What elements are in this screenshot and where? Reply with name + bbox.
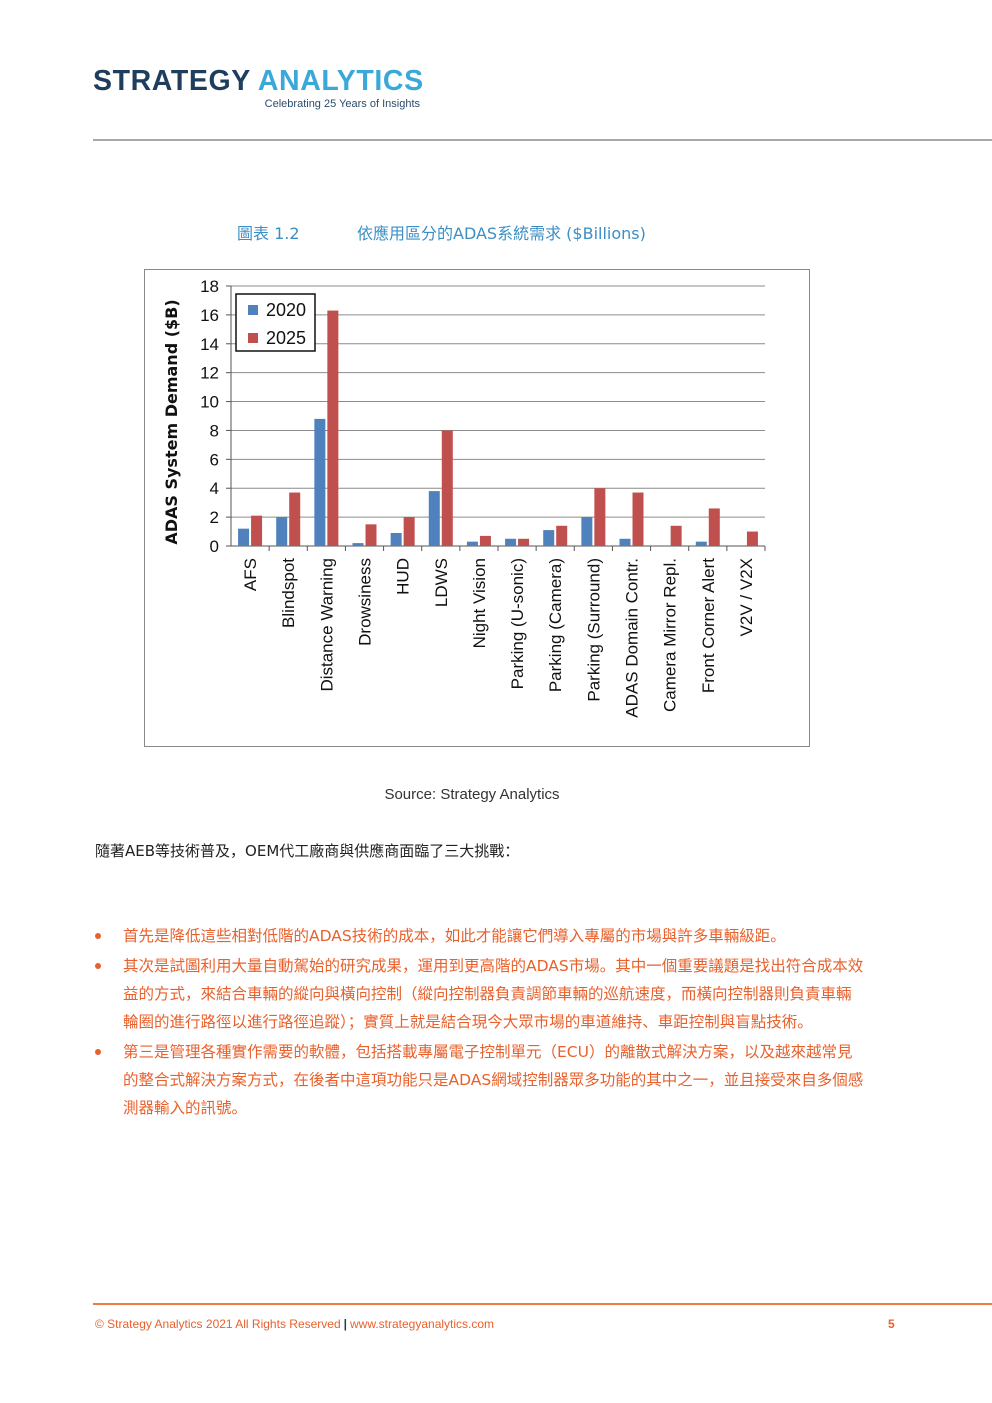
bar-2025	[518, 538, 530, 546]
bar-2020	[466, 541, 478, 546]
bar-chart: 0 2 4 6 8 10 12 14 16 18 ADAS System Demand ($B) AF…	[162, 277, 766, 718]
logo-word-analytics: ANALYTICS	[257, 65, 424, 97]
footer-separator: |	[343, 1317, 347, 1331]
bullet-icon	[95, 963, 101, 969]
legend-label: 2025	[266, 328, 306, 348]
y-tick-label: 8	[210, 421, 219, 440]
x-tick-label: Distance Warning	[317, 558, 336, 692]
x-tick-label: Parking (Camera)	[546, 558, 565, 692]
y-tick-label: 0	[210, 537, 219, 556]
bar-2020	[505, 538, 517, 546]
footer-divider	[93, 1303, 992, 1305]
x-tick-label: AFS	[241, 558, 260, 591]
figure-source: Source: Strategy Analytics	[384, 786, 560, 803]
bar-2020	[543, 530, 555, 546]
footer-credits: © Strategy Analytics 2021 All Rights Res…	[95, 1317, 494, 1331]
y-tick-label: 12	[200, 364, 219, 383]
footer-copyright: © Strategy Analytics 2021 All Rights Res…	[95, 1317, 341, 1331]
list-item: 首先是降低這些相對低階的ADAS技術的成本，如此才能讓它們導入專屬的市場與許多車…	[95, 922, 865, 950]
logo-word-strategy: STRATEGY	[93, 65, 251, 97]
x-tick-label: Night Vision	[470, 558, 489, 648]
legend-swatch	[248, 305, 258, 315]
header-divider	[93, 139, 992, 141]
x-tick-label: Camera Mirror Repl.	[661, 558, 680, 712]
bar-2025	[632, 492, 644, 546]
y-tick-label: 14	[200, 335, 219, 354]
bar-2020	[581, 517, 593, 546]
x-tick-label: ADAS Domain Contr.	[623, 558, 642, 718]
bar-2020	[695, 541, 707, 546]
bullet-icon	[95, 933, 101, 939]
bar-2025	[327, 310, 339, 546]
bar-2020	[276, 517, 288, 546]
figure-title: 依應用區分的ADAS系統需求 ($Billions)	[357, 224, 646, 243]
bar-2025	[556, 525, 568, 546]
bar-2020	[314, 418, 326, 546]
y-axis-title: ADAS System Demand ($B)	[162, 299, 181, 544]
x-tick-label: Blindspot	[279, 558, 298, 628]
x-tick-label: Drowsiness	[356, 558, 375, 646]
page-number: 5	[888, 1317, 895, 1331]
bar-2025	[251, 515, 263, 546]
bar-2025	[289, 492, 301, 546]
bar-2020	[619, 538, 631, 546]
legend-swatch	[248, 333, 258, 343]
bar-2020	[390, 533, 402, 546]
x-tick-label: LDWS	[432, 558, 451, 607]
y-tick-label: 6	[210, 450, 219, 469]
bar-2025	[365, 524, 377, 546]
legend-label: 2020	[266, 300, 306, 320]
list-item: 其次是試圖利用大量自動駕始的研究成果，運用到更高階的ADAS市場。其中一個重要議…	[95, 952, 865, 1036]
x-tick-label: Front Corner Alert	[699, 558, 718, 693]
y-tick-label: 10	[200, 393, 219, 412]
figure-caption: 圖表 1.2 依應用區分的ADAS系統需求 ($Billions)	[237, 220, 646, 244]
bar-2025	[479, 535, 491, 546]
y-tick-label: 16	[200, 306, 219, 325]
bar-2025	[403, 517, 415, 546]
y-tick-label: 2	[210, 508, 219, 527]
intro-paragraph: 隨著AEB等技術普及，OEM代工廠商與供應商面臨了三大挑戰：	[95, 842, 520, 860]
bar-2025	[746, 531, 758, 546]
list-item-text: 第三是管理各種實作需要的軟體，包括搭載專屬電子控制單元（ECU）的離散式解決方案…	[123, 1043, 864, 1117]
x-tick-label: Parking (Surround)	[584, 558, 603, 702]
bar-2025	[441, 430, 453, 546]
y-tick-label: 18	[200, 277, 219, 296]
list-item-text: 首先是降低這些相對低階的ADAS技術的成本，如此才能讓它們導入專屬的市場與許多車…	[123, 927, 786, 945]
logo-tagline: Celebrating 25 Years of Insights	[264, 98, 420, 110]
footer-url-link[interactable]: www.strategyanalytics.com	[350, 1317, 495, 1331]
bar-2025	[708, 508, 720, 546]
bar-2020	[428, 491, 440, 546]
challenge-list: 首先是降低這些相對低階的ADAS技術的成本，如此才能讓它們導入專屬的市場與許多車…	[95, 922, 865, 1124]
bar-2020	[352, 543, 364, 546]
x-tick-label: Parking (U-sonic)	[508, 558, 527, 689]
list-item-text: 其次是試圖利用大量自動駕始的研究成果，運用到更高階的ADAS市場。其中一個重要議…	[123, 957, 864, 1031]
bar-2025	[594, 488, 606, 546]
x-tick-label: HUD	[394, 558, 413, 595]
y-tick-label: 4	[210, 479, 219, 498]
logo: STRATEGY ANALYTICS Celebrating 25 Years …	[93, 66, 424, 110]
logo-wordmark: STRATEGY ANALYTICS	[93, 66, 424, 96]
bar-2020	[238, 528, 250, 546]
list-item: 第三是管理各種實作需要的軟體，包括搭載專屬電子控制單元（ECU）的離散式解決方案…	[95, 1038, 865, 1122]
x-tick-label: V2V / V2X	[737, 558, 756, 636]
chart-frame: 0 2 4 6 8 10 12 14 16 18 ADAS System Demand ($B) AF…	[144, 269, 810, 747]
figure-label: 圖表 1.2	[237, 224, 300, 243]
bullet-icon	[95, 1049, 101, 1055]
bar-2025	[670, 525, 682, 546]
